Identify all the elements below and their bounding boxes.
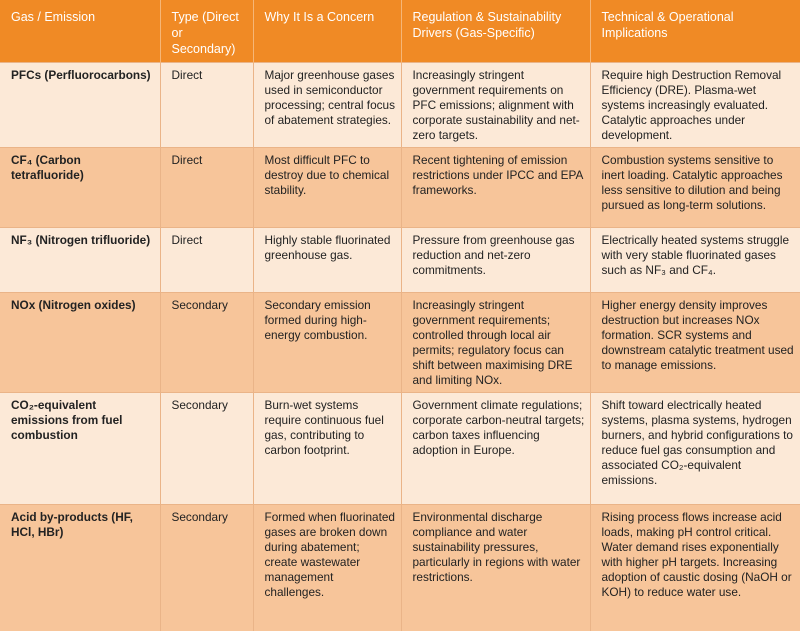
drivers-cell: Pressure from greenhouse gas reduction a… — [401, 227, 591, 293]
concern-cell: Burn-wet systems require continuous fuel… — [253, 392, 402, 505]
gas-cell: CO₂-equivalent emissions from fuel combu… — [0, 392, 161, 505]
gas-cell: PFCs (Perfluorocarbons) — [0, 62, 161, 148]
header-gas: Gas / Emission — [0, 0, 161, 63]
drivers-cell: Recent tightening of emission restrictio… — [401, 147, 591, 228]
table-row: NF₃ (Nitrogen trifluoride) Direct Highly… — [0, 227, 800, 293]
header-implications: Technical & Operational Implications — [590, 0, 800, 63]
drivers-cell: Increasingly stringent government requir… — [401, 292, 591, 393]
gas-cell: NF₃ (Nitrogen trifluoride) — [0, 227, 161, 293]
type-cell: Secondary — [160, 292, 254, 393]
concern-cell: Most difficult PFC to destroy due to che… — [253, 147, 402, 228]
drivers-cell: Environmental discharge compliance and w… — [401, 504, 591, 631]
drivers-cell: Government climate regulations; corporat… — [401, 392, 591, 505]
implications-cell: Combustion systems sensitive to inert lo… — [590, 147, 800, 228]
implications-cell: Electrically heated systems struggle wit… — [590, 227, 800, 293]
implications-cell: Shift toward electrically heated systems… — [590, 392, 800, 505]
header-type: Type (Direct or Secondary) — [160, 0, 254, 63]
gas-cell: Acid by-products (HF, HCl, HBr) — [0, 504, 161, 631]
header-row: Gas / Emission Type (Direct or Secondary… — [0, 0, 800, 63]
table-row: PFCs (Perfluorocarbons) Direct Major gre… — [0, 62, 800, 148]
table-row: CF₄ (Carbon tetrafluoride) Direct Most d… — [0, 147, 800, 228]
concern-cell: Major greenhouse gases used in semicondu… — [253, 62, 402, 148]
implications-cell: Require high Destruction Removal Efficie… — [590, 62, 800, 148]
type-cell: Direct — [160, 62, 254, 148]
header-concern: Why It Is a Concern — [253, 0, 402, 63]
concern-cell: Formed when fluorinated gases are broken… — [253, 504, 402, 631]
table-row: Acid by-products (HF, HCl, HBr) Secondar… — [0, 504, 800, 631]
table-row: CO₂-equivalent emissions from fuel combu… — [0, 392, 800, 505]
concern-cell: Secondary emission formed during high-en… — [253, 292, 402, 393]
type-cell: Direct — [160, 227, 254, 293]
drivers-cell: Increasingly stringent government requir… — [401, 62, 591, 148]
gas-cell: CF₄ (Carbon tetrafluoride) — [0, 147, 161, 228]
type-cell: Secondary — [160, 504, 254, 631]
gas-cell: NOx (Nitrogen oxides) — [0, 292, 161, 393]
implications-cell: Rising process flows increase acid loads… — [590, 504, 800, 631]
type-cell: Direct — [160, 147, 254, 228]
concern-cell: Highly stable fluorinated greenhouse gas… — [253, 227, 402, 293]
table-row: NOx (Nitrogen oxides) Secondary Secondar… — [0, 292, 800, 393]
type-cell: Secondary — [160, 392, 254, 505]
implications-cell: Higher energy density improves destructi… — [590, 292, 800, 393]
header-drivers: Regulation & Sustainability Drivers (Gas… — [401, 0, 591, 63]
